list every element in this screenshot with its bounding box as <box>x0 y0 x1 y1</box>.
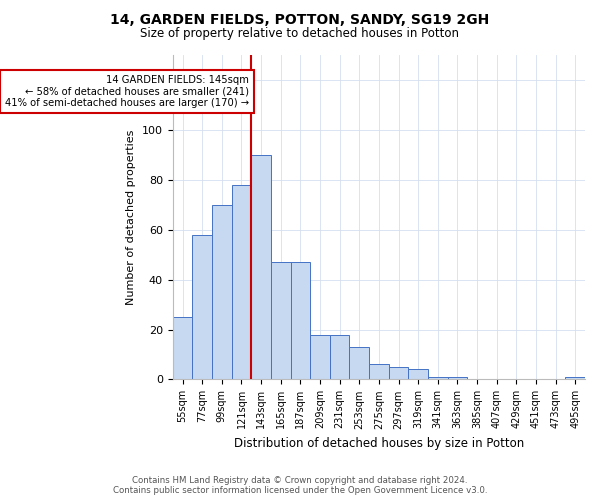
Bar <box>330 334 349 380</box>
Bar <box>271 262 290 380</box>
Bar <box>565 377 585 380</box>
Bar <box>310 334 330 380</box>
Text: Size of property relative to detached houses in Potton: Size of property relative to detached ho… <box>140 28 460 40</box>
Bar <box>389 367 409 380</box>
Bar <box>290 262 310 380</box>
Bar <box>173 317 193 380</box>
Bar <box>251 155 271 380</box>
Bar <box>409 370 428 380</box>
Bar <box>193 234 212 380</box>
Bar <box>232 185 251 380</box>
X-axis label: Distribution of detached houses by size in Potton: Distribution of detached houses by size … <box>234 437 524 450</box>
Text: 14, GARDEN FIELDS, POTTON, SANDY, SG19 2GH: 14, GARDEN FIELDS, POTTON, SANDY, SG19 2… <box>110 12 490 26</box>
Bar <box>212 204 232 380</box>
Bar <box>428 377 448 380</box>
Text: 14 GARDEN FIELDS: 145sqm
← 58% of detached houses are smaller (241)
41% of semi-: 14 GARDEN FIELDS: 145sqm ← 58% of detach… <box>5 75 250 108</box>
Bar <box>349 347 369 380</box>
Y-axis label: Number of detached properties: Number of detached properties <box>127 130 136 305</box>
Bar <box>369 364 389 380</box>
Text: Contains HM Land Registry data © Crown copyright and database right 2024.
Contai: Contains HM Land Registry data © Crown c… <box>113 476 487 495</box>
Bar <box>448 377 467 380</box>
